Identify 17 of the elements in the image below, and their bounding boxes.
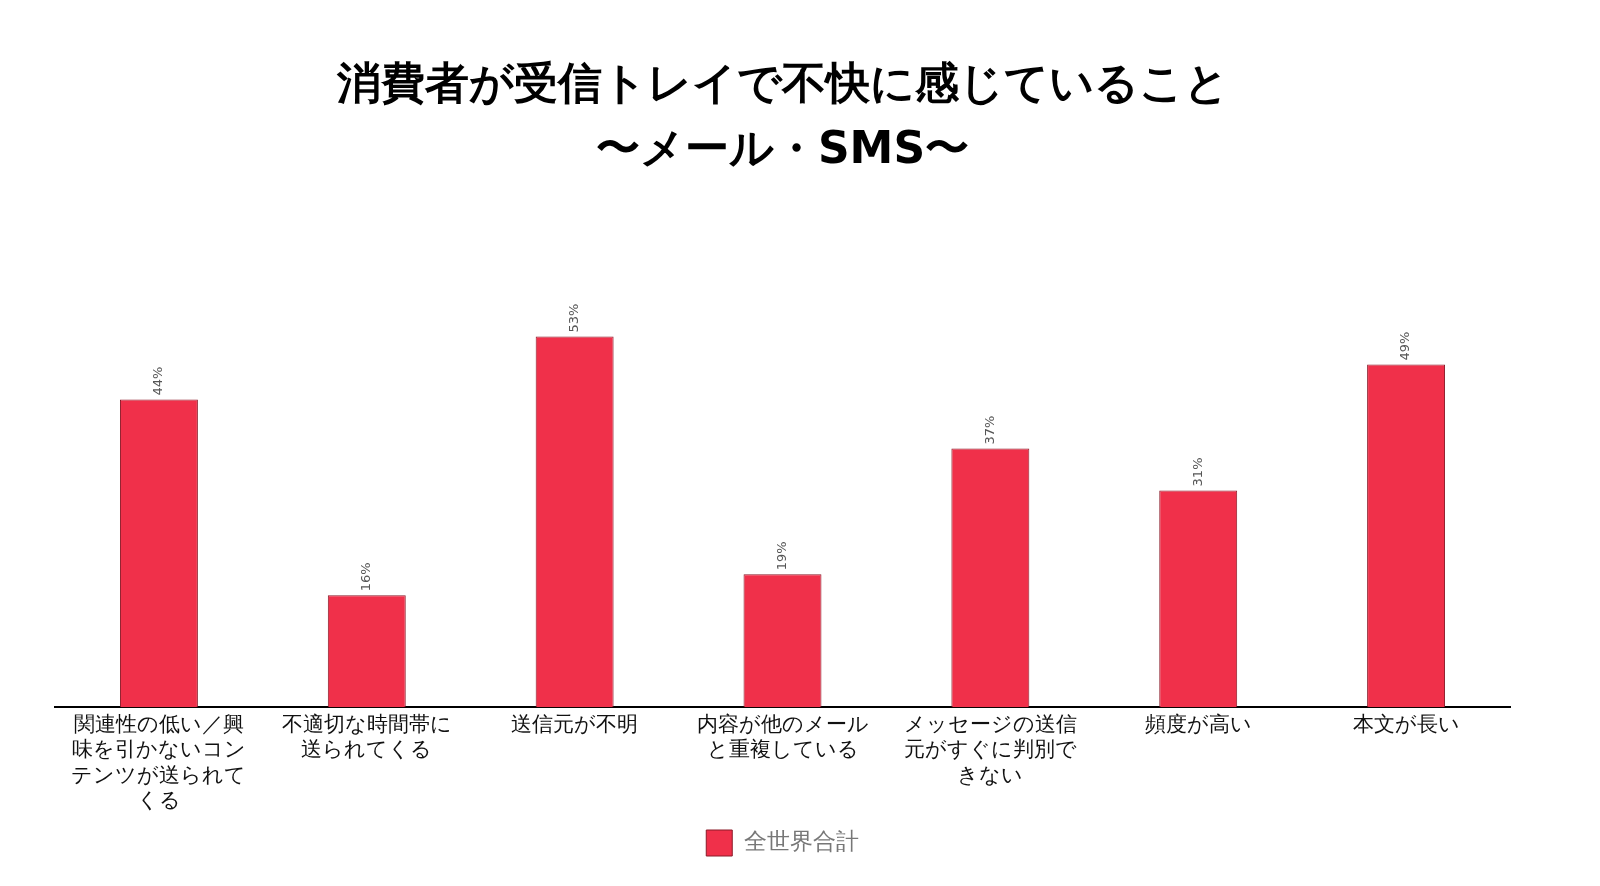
data-label: 16% bbox=[358, 562, 374, 592]
x-tick-label: 不適切な時間帯に送られてくる bbox=[281, 712, 452, 762]
x-tick-label: メッセージの送信元がすぐに判別できない bbox=[903, 712, 1077, 787]
legend-label: 全世界合計 bbox=[743, 827, 859, 854]
chart-subtitle: 〜メール・SMS〜 bbox=[595, 121, 970, 173]
x-tick-label: 本文が長い bbox=[1352, 712, 1460, 737]
data-label: 49% bbox=[1397, 331, 1413, 361]
x-tick-label: 送信元が不明 bbox=[511, 712, 639, 737]
data-label: 31% bbox=[1189, 457, 1205, 487]
data-label: 53% bbox=[566, 303, 582, 333]
data-label: 19% bbox=[773, 541, 789, 571]
x-tick-label: 頻度が高い bbox=[1144, 712, 1252, 737]
data-label: 44% bbox=[150, 366, 166, 396]
data-label: 37% bbox=[981, 415, 997, 445]
x-tick-label: 内容が他のメールと重複している bbox=[696, 712, 869, 762]
x-tick-label: 関連性の低い／興味を引かないコンテンツが送られてくる bbox=[71, 712, 247, 812]
chart-title: 消費者が受信トレイで不快に感じていること bbox=[335, 56, 1229, 108]
